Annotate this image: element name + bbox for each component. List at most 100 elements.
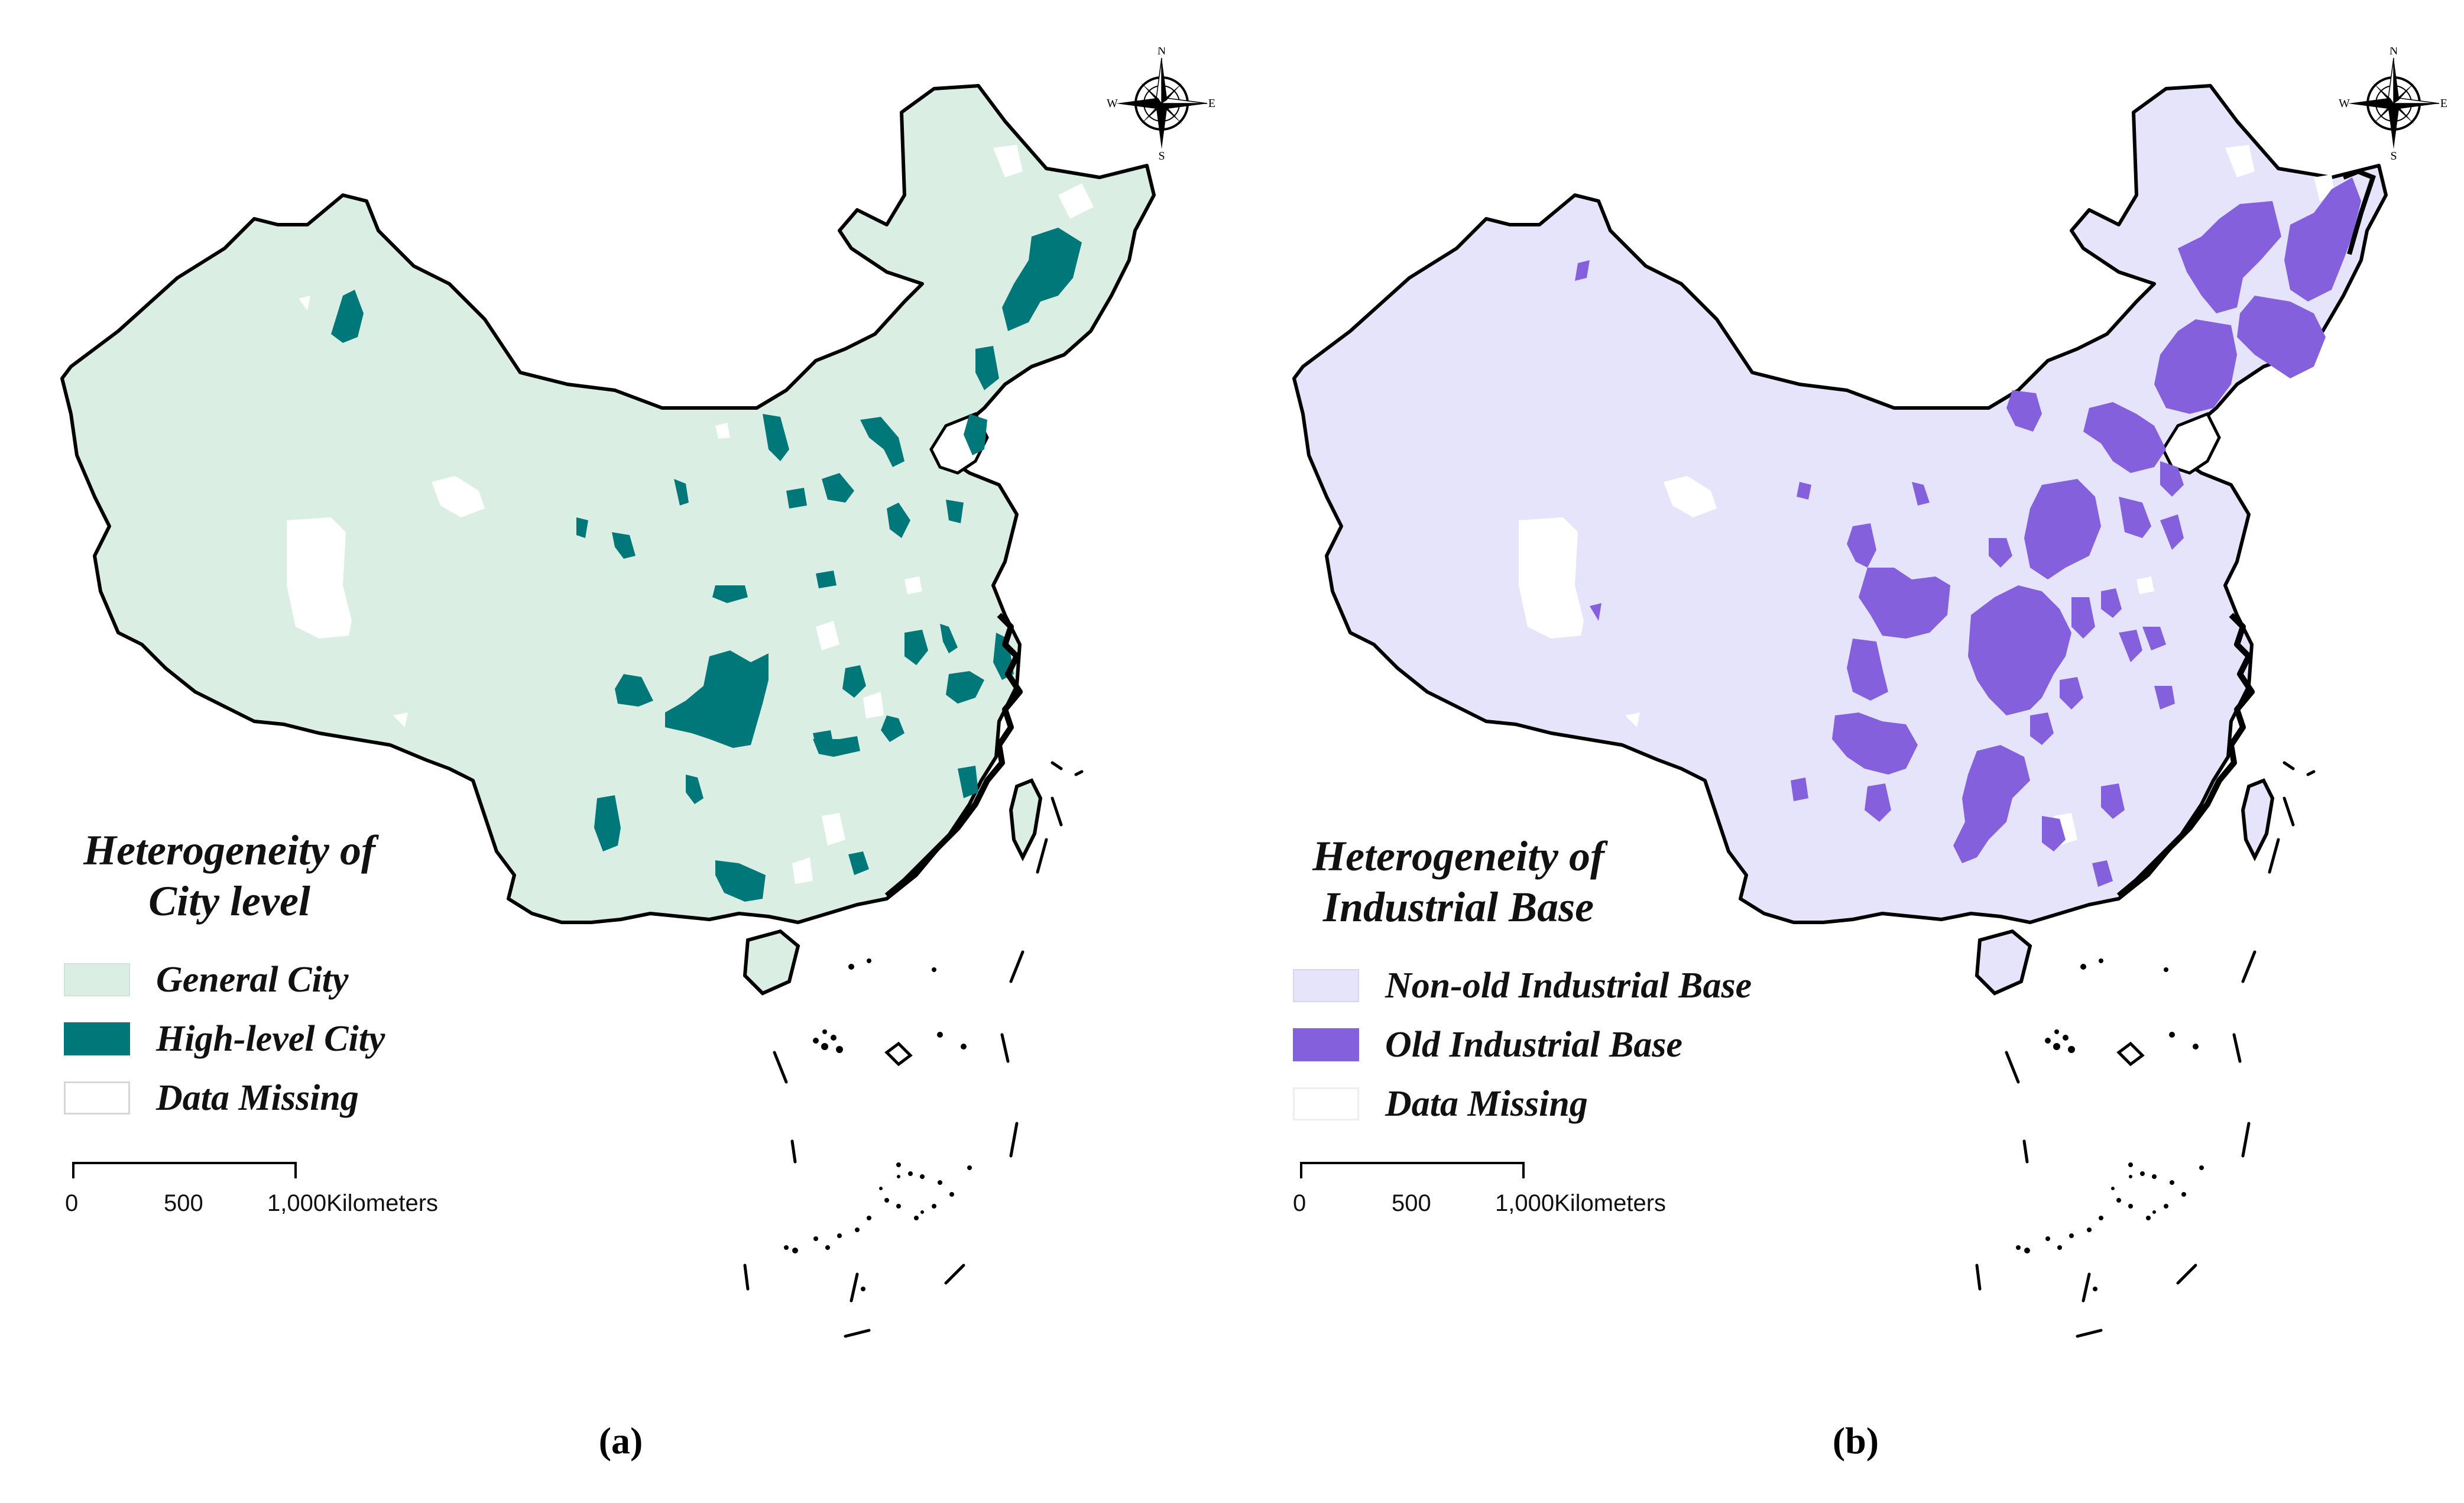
missing-area-south-1	[822, 813, 845, 846]
old-industrial-yunnan	[1865, 783, 1891, 822]
compass-e-label: E	[1208, 97, 1215, 110]
panel-caption-a: (a)	[598, 1420, 643, 1462]
old-industrial-shaanxi	[1859, 568, 1950, 639]
old-industrial-henan-east	[2071, 597, 2095, 639]
high-level-city-hefei	[904, 630, 928, 665]
legend-title-line-2: Industrial Base	[1322, 883, 1594, 931]
taiwan-region	[1009, 778, 1043, 861]
southeast-coastline	[884, 613, 1023, 898]
old-industrial-hebei-south	[1989, 538, 2012, 568]
scale-tick-1000: 1,000Kilometers	[1495, 1190, 1667, 1216]
high-level-city-hangzhou	[946, 671, 984, 704]
old-industrial-henan-hubei	[1968, 585, 2071, 715]
compass-w-label: W	[2339, 97, 2350, 110]
missing-area-qinghai	[432, 476, 485, 517]
old-industrial-qinghai-east	[1797, 482, 1811, 500]
high-level-city-taiyuan	[786, 488, 807, 508]
data-missing-areas	[1519, 145, 2335, 846]
compass-rose: N S E W	[1105, 44, 1218, 163]
compass-w-label: W	[1107, 97, 1118, 110]
high-level-city-shijiazhuang	[822, 473, 854, 503]
high-level-city-fuzhou	[958, 766, 978, 798]
high-level-city-hohhot	[763, 414, 789, 461]
legend-swatch-non-old-industrial-base	[1293, 969, 1359, 1002]
scale-tick-500: 500	[1392, 1190, 1431, 1216]
legend-title: Heterogeneity of Industrial Base	[1293, 831, 1624, 932]
high-level-city-mianyang	[615, 674, 653, 707]
compass-s-label: S	[2390, 150, 2397, 160]
compass-n-label: N	[1158, 47, 1166, 57]
old-industrial-heilongjiang-west	[2178, 201, 2281, 313]
high-level-city-zhengzhou	[816, 571, 837, 588]
legend-swatch-old-industrial-base	[1293, 1028, 1359, 1061]
northeast-coastline	[2342, 169, 2376, 255]
south-china-sea-islands	[743, 761, 1084, 1338]
legend-item-non-old-industrial-base: Non-old Industrial Base	[1293, 956, 1752, 1015]
old-industrial-sichuan-west	[1847, 639, 1888, 701]
missing-area-central-1	[816, 621, 839, 650]
old-industrial-zhejiang	[2154, 686, 2175, 710]
old-industrial-shanxi	[2024, 479, 2101, 579]
missing-area-south-2	[792, 857, 813, 884]
legend-title-line-1: Heterogeneity of	[83, 827, 375, 874]
hainan-region	[1975, 929, 2032, 996]
high-level-city-guangzhou	[848, 851, 869, 875]
map-panel-industrial-base: N S E W Heterogeneity of Industrial Base…	[1232, 0, 2464, 1503]
legend-item-old-industrial-base: Old Industrial Base	[1293, 1015, 1752, 1074]
legend-item-data-missing: Data Missing	[1293, 1074, 1752, 1133]
island-dots	[2016, 958, 2204, 1291]
old-industrial-ningxia	[1912, 482, 1930, 506]
old-industrial-inner-mongolia	[2006, 390, 2042, 432]
high-level-city-xining	[576, 517, 588, 538]
legend-swatch-general-city	[64, 963, 130, 996]
compass-n-label: N	[2390, 47, 2398, 57]
bohai-sea	[2161, 412, 2221, 475]
missing-area-north-1	[715, 423, 730, 439]
old-industrial-tianjin	[2160, 461, 2184, 497]
scale-tick-0: 0	[65, 1190, 79, 1216]
hainan-region	[743, 929, 800, 996]
high-level-city-yinchuan	[674, 479, 689, 506]
old-industrial-shandong-west	[2119, 497, 2151, 538]
legend-title-line-1: Heterogeneity of	[1312, 833, 1604, 880]
data-missing-areas	[287, 145, 1094, 884]
legend-label-high-level-city: High-level City	[156, 1018, 385, 1059]
high-level-city-nanjing	[940, 624, 958, 653]
island-dots	[784, 958, 972, 1291]
scale-tick-1000: 1,000Kilometers	[267, 1190, 439, 1216]
old-industrial-anhui	[2101, 588, 2122, 618]
compass-s-label: S	[1158, 150, 1165, 160]
missing-area-central-2	[863, 692, 884, 718]
high-level-city-lanzhou	[612, 532, 636, 559]
north-arrow-icon: N S E W	[1107, 44, 1215, 163]
high-level-city-chengdu-chongqing	[665, 650, 769, 748]
compass-e-label: E	[2440, 97, 2447, 110]
high-level-city-qingdao	[946, 500, 964, 523]
legend-swatch-data-missing	[1293, 1087, 1359, 1120]
old-industrial-xinjiang	[1575, 260, 1590, 281]
missing-area-east-1	[904, 576, 922, 594]
legend-item-data-missing: Data Missing	[64, 1068, 395, 1128]
missing-area-northeast-2	[1058, 183, 1094, 219]
old-industrial-base-regions	[1575, 177, 2361, 887]
high-level-city-beijing	[860, 417, 904, 467]
old-industrial-hubei-east	[2060, 677, 2083, 710]
old-industrial-yunnan-west	[1791, 778, 1808, 801]
old-industrial-shandong-east	[2160, 514, 2184, 550]
north-arrow-icon: N S E W	[2339, 44, 2447, 163]
legend-label-non-old-industrial-base: Non-old Industrial Base	[1385, 965, 1752, 1006]
compass-rose: N S E W	[2337, 44, 2450, 163]
map-city-level	[0, 0, 1232, 1338]
missing-area-qinghai	[1664, 476, 1717, 517]
missing-area-southwest	[1625, 712, 1640, 727]
old-industrial-gansu	[1847, 523, 1876, 568]
high-level-city-xian	[712, 585, 748, 603]
map-industrial-base	[1232, 0, 2464, 1338]
old-industrial-hunan-north	[2030, 712, 2054, 745]
scale-bar-line	[1300, 1162, 1525, 1178]
high-level-city-hunan-belt	[813, 736, 860, 757]
old-industrial-jiangsu	[2142, 627, 2166, 650]
legend-label-general-city: General City	[156, 959, 349, 1000]
old-industrial-jilin	[2237, 296, 2326, 378]
missing-area-tibet	[1519, 517, 1584, 639]
